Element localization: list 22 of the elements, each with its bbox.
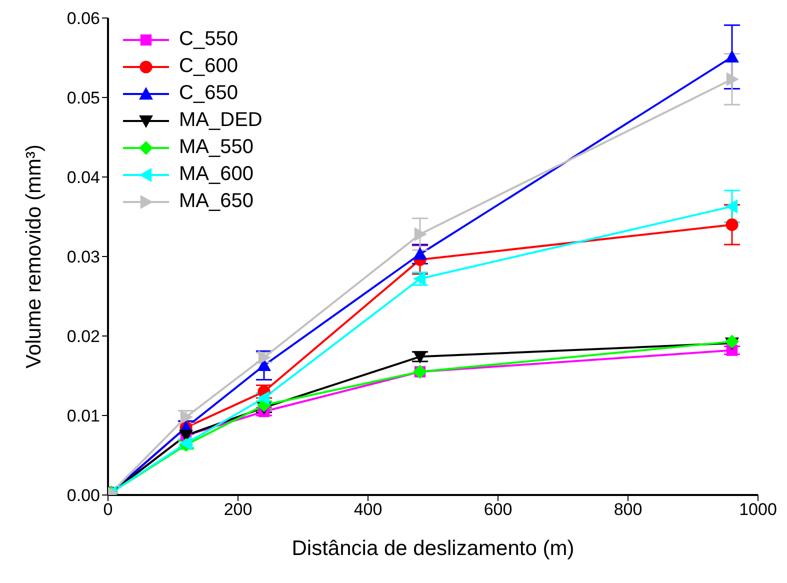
legend-label: MA_650 bbox=[179, 190, 254, 213]
x-tick-label: 800 bbox=[614, 500, 642, 520]
legend-label: MA_DED bbox=[179, 109, 262, 132]
y-axis-title: Volume removido (mm³) bbox=[22, 144, 46, 369]
legend-label: MA_600 bbox=[179, 163, 254, 186]
x-tick-label: 400 bbox=[354, 500, 382, 520]
x-tick-label: 200 bbox=[224, 500, 252, 520]
y-tick-label: 0.03 bbox=[66, 248, 100, 267]
y-tick-label: 0.04 bbox=[66, 168, 100, 188]
y-tick-label: 0.02 bbox=[66, 327, 100, 346]
legend-label: C_650 bbox=[179, 82, 238, 105]
legend-label: C_550 bbox=[179, 28, 238, 51]
y-tick-label: 0.06 bbox=[66, 9, 100, 28]
x-tick-label: 600 bbox=[484, 500, 512, 520]
y-tick-label: 0.01 bbox=[66, 406, 100, 426]
x-tick-label: 0 bbox=[103, 500, 113, 520]
x-axis-title: Distância de deslizamento (m) bbox=[292, 537, 574, 560]
legend-label: C_600 bbox=[179, 55, 238, 78]
y-tick-label: 0.00 bbox=[66, 486, 100, 506]
y-tick-label: 0.05 bbox=[66, 88, 100, 108]
x-tick-label: 1000 bbox=[739, 500, 777, 520]
legend-label: MA_550 bbox=[179, 136, 254, 159]
